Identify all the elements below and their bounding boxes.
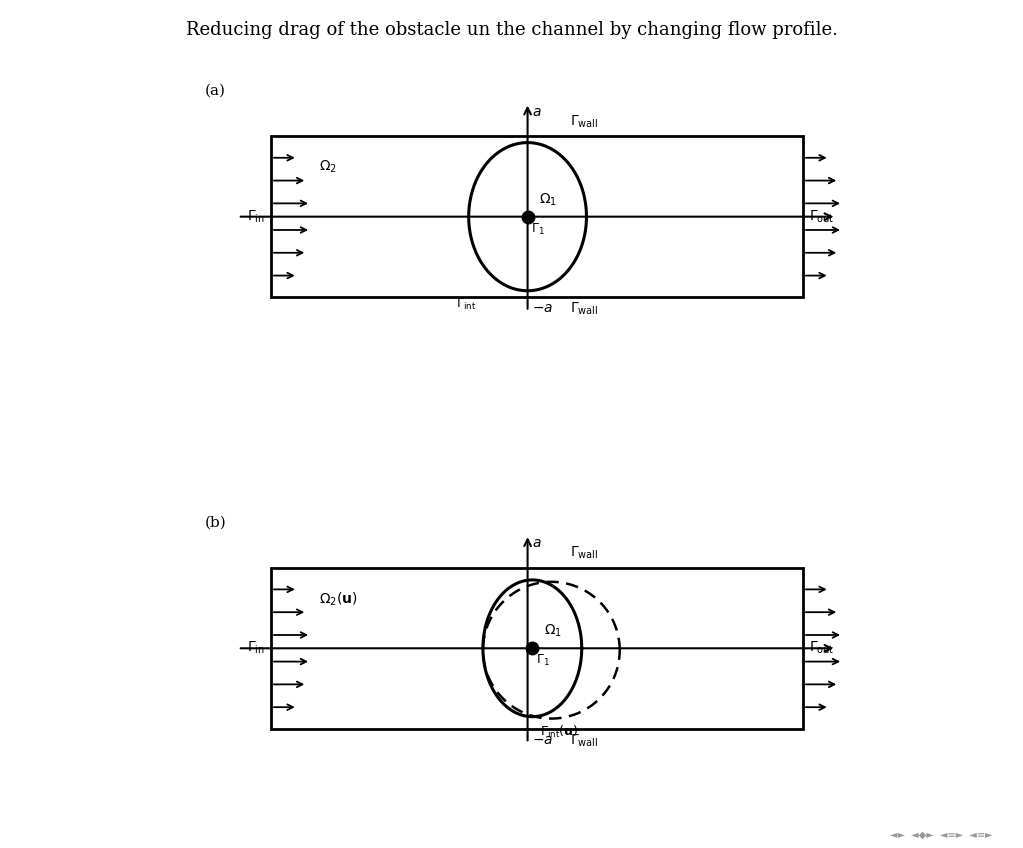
Bar [271, 567, 803, 729]
Text: $\Gamma_{\mathrm{int}}(\mathbf{u})$: $\Gamma_{\mathrm{int}}(\mathbf{u})$ [540, 724, 578, 740]
Text: $-a$: $-a$ [532, 301, 553, 315]
Text: $\Gamma_{\mathrm{int}}$: $\Gamma_{\mathrm{int}}$ [456, 297, 477, 311]
Text: (b): (b) [205, 516, 226, 529]
Text: $\Gamma_{\mathrm{wall}}$: $\Gamma_{\mathrm{wall}}$ [570, 114, 598, 130]
Text: $\Omega_2(\mathbf{u})$: $\Omega_2(\mathbf{u})$ [318, 590, 357, 607]
Text: $a$: $a$ [532, 536, 542, 550]
Text: $\Omega_2$: $\Omega_2$ [318, 159, 337, 176]
Text: $\Gamma_{\mathrm{in}}$: $\Gamma_{\mathrm{in}}$ [248, 209, 265, 225]
Text: ◄►  ◄◆►  ◄≡►  ◄≡►: ◄► ◄◆► ◄≡► ◄≡► [890, 829, 992, 840]
Text: $\Gamma_{\mathrm{out}}$: $\Gamma_{\mathrm{out}}$ [809, 640, 835, 656]
Text: $\Gamma_1$: $\Gamma_1$ [536, 653, 550, 668]
Text: $\Gamma_{\mathrm{in}}$: $\Gamma_{\mathrm{in}}$ [248, 640, 265, 656]
Text: (a): (a) [205, 84, 226, 98]
Text: $\Gamma_1$: $\Gamma_1$ [531, 221, 545, 237]
Bar [271, 136, 803, 298]
Text: $\Gamma_{\mathrm{wall}}$: $\Gamma_{\mathrm{wall}}$ [570, 545, 598, 561]
Text: $\Gamma_{\mathrm{wall}}$: $\Gamma_{\mathrm{wall}}$ [570, 300, 598, 317]
Text: $\Gamma_{\mathrm{wall}}$: $\Gamma_{\mathrm{wall}}$ [570, 732, 598, 749]
Text: $\Omega_1$: $\Omega_1$ [539, 192, 557, 208]
Text: Reducing drag of the obstacle un the channel by changing flow profile.: Reducing drag of the obstacle un the cha… [185, 21, 838, 39]
Text: $-a$: $-a$ [532, 733, 553, 747]
Text: $\Gamma_{\mathrm{out}}$: $\Gamma_{\mathrm{out}}$ [809, 209, 835, 225]
Text: $a$: $a$ [532, 104, 542, 119]
Text: $\Omega_1$: $\Omega_1$ [544, 623, 562, 639]
